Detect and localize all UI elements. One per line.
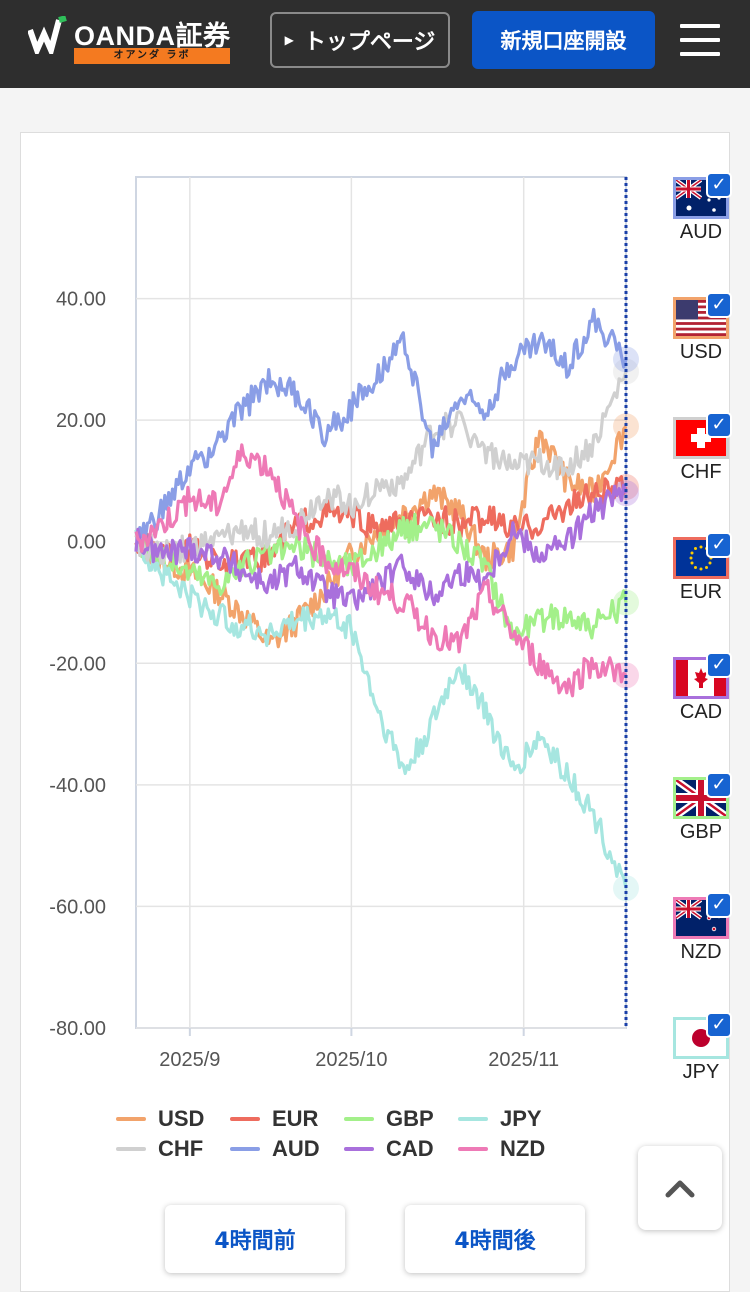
scroll-to-top-button[interactable]: [638, 1146, 722, 1230]
australia-flag-icon: [673, 177, 729, 219]
legend-label: CHF: [158, 1136, 204, 1161]
legend-swatch: [116, 1117, 146, 1121]
legend-swatch: [458, 1117, 488, 1121]
series-line-gbp: [134, 512, 628, 641]
currency-code: USD: [679, 341, 723, 363]
logo-text: OANDA証券: [74, 21, 231, 51]
chevron-up-icon: [665, 1180, 695, 1198]
currency-code: CHF: [680, 461, 722, 483]
series-end-marker-cad: [613, 480, 639, 507]
open-account-button[interactable]: 新規口座開設: [472, 11, 655, 69]
checkbox-checked-icon[interactable]: ✓: [706, 772, 732, 798]
swiss-flag-icon: [673, 417, 729, 459]
legend-label: JPY: [500, 1106, 542, 1131]
chart-card: 40.00 20.00 0.00 -20.00 -40.00 -60.00 -80.00 20…: [20, 132, 732, 1292]
legend-label: GBP: [386, 1106, 434, 1131]
currency-toggle-cad[interactable]: ✓ CAD: [673, 652, 732, 733]
checkbox-checked-icon[interactable]: ✓: [706, 292, 732, 318]
x-tick-label: 2025/10: [315, 1049, 387, 1071]
x-tick-label: 2025/9: [159, 1049, 220, 1071]
currency-code: AUD: [679, 221, 723, 243]
y-tick-label: 0.00: [67, 532, 106, 554]
legend-swatch: [230, 1117, 260, 1121]
logo-subtitle: オアンダ ラボ: [74, 48, 230, 64]
currency-toggle-aud[interactable]: ✓ AUD: [673, 172, 732, 253]
legend-swatch: [230, 1147, 260, 1151]
series-end-marker-gbp: [613, 589, 639, 616]
series-line-jpy: [134, 529, 628, 889]
checkbox-checked-icon[interactable]: ✓: [706, 172, 732, 198]
legend-label: USD: [158, 1106, 205, 1131]
prev-4h-button[interactable]: 4時間前: [165, 1205, 345, 1273]
series-end-marker-usd: [613, 413, 639, 440]
series-line-aud: [134, 307, 628, 546]
series-line-nzd: [134, 443, 628, 698]
checkbox-checked-icon[interactable]: ✓: [706, 1012, 732, 1038]
legend-label: CAD: [386, 1136, 434, 1161]
legend-item-chf[interactable]: CHF: [116, 1134, 203, 1164]
oanda-logo[interactable]: OANDA証券 オアンダ ラボ: [28, 14, 233, 66]
series-end-marker-jpy: [613, 875, 639, 902]
top-page-button[interactable]: ▶ トップページ: [270, 12, 450, 68]
legend-item-aud[interactable]: AUD: [230, 1134, 320, 1164]
currency-code: CAD: [679, 701, 723, 723]
checkbox-checked-icon[interactable]: ✓: [706, 532, 732, 558]
legend-label: NZD: [500, 1136, 546, 1161]
currency-code: NZD: [680, 941, 722, 963]
legend-label: EUR: [272, 1106, 319, 1131]
series-line-cad: [134, 483, 628, 611]
legend-swatch: [344, 1117, 374, 1121]
top-page-label: トップページ: [303, 30, 436, 55]
legend-swatch: [458, 1147, 488, 1151]
plot-area-border: [135, 176, 627, 1029]
checkbox-checked-icon[interactable]: ✓: [706, 892, 732, 918]
header: OANDA証券 オアンダ ラボ ▶ トップページ 新規口座開設: [0, 0, 750, 88]
checkbox-checked-icon[interactable]: ✓: [706, 652, 732, 678]
legend-swatch: [116, 1147, 146, 1151]
legend-item-cad[interactable]: CAD: [344, 1134, 434, 1164]
y-tick-label: 20.00: [56, 410, 106, 432]
menu-icon[interactable]: [680, 22, 722, 58]
triangle-right-icon: ▶: [284, 33, 294, 47]
currency-code: EUR: [679, 581, 723, 603]
y-tick-label: -80.00: [49, 1018, 106, 1040]
currency-code: GBP: [679, 821, 723, 843]
legend-item-jpy[interactable]: JPY: [458, 1104, 542, 1134]
currency-toggle-eur[interactable]: ✓ EUR: [673, 532, 732, 613]
currency-toggle-nzd[interactable]: ✓ NZD: [673, 892, 732, 973]
x-tick-label: 2025/11: [488, 1049, 559, 1071]
y-tick-label: -40.00: [49, 775, 106, 797]
uk-flag-icon: [673, 777, 729, 819]
y-tick-label: -60.00: [49, 896, 106, 918]
currency-toggle-usd[interactable]: ✓ USD: [673, 292, 732, 373]
y-tick-label: -20.00: [49, 653, 106, 675]
currency-toggle-gbp[interactable]: ✓ GBP: [673, 772, 732, 853]
currency-strength-chart: 40.00 20.00 0.00 -20.00 -40.00 -60.00 -80.00 20…: [49, 176, 639, 1071]
legend-label: AUD: [272, 1136, 320, 1161]
currency-toggle-chf[interactable]: ✓ CHF: [673, 412, 732, 493]
y-tick-label: 40.00: [56, 289, 106, 311]
series-line-chf: [134, 371, 628, 566]
next-4h-button[interactable]: 4時間後: [405, 1205, 585, 1273]
legend-item-eur[interactable]: EUR: [230, 1104, 318, 1134]
legend-item-nzd[interactable]: NZD: [458, 1134, 545, 1164]
legend-swatch: [344, 1147, 374, 1151]
currency-code: JPY: [682, 1061, 720, 1083]
logo-mark-icon: [28, 16, 67, 54]
legend-item-usd[interactable]: USD: [116, 1104, 204, 1134]
currency-toggle-jpy[interactable]: ✓ JPY: [673, 1012, 732, 1093]
legend-item-gbp[interactable]: GBP: [344, 1104, 434, 1134]
checkbox-checked-icon[interactable]: ✓: [706, 412, 732, 438]
